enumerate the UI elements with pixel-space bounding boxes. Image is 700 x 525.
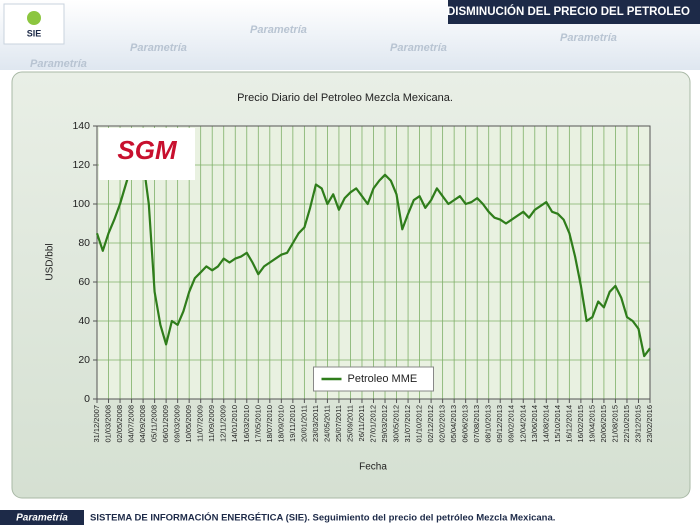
x-tick-label: 16/02/2015 [576, 405, 585, 443]
x-axis-label: Fecha [359, 462, 387, 473]
x-tick-label: 09/12/2013 [495, 405, 504, 443]
sgm-logo: SGM [117, 135, 178, 165]
sgm-logo-box [99, 128, 195, 180]
x-tick-label: 02/02/2013 [438, 405, 447, 443]
x-tick-label: 06/06/2013 [461, 405, 470, 443]
x-tick-label: 04/09/2008 [138, 405, 147, 443]
x-tick-label: 16/12/2014 [564, 405, 573, 443]
x-tick-label: 15/10/2014 [553, 405, 562, 443]
x-tick-label: 14/08/2014 [541, 405, 550, 443]
y-axis-label: USD/bbl [45, 243, 56, 280]
x-tick-label: 23/03/2011 [311, 405, 320, 442]
x-tick-label: 09/03/2009 [173, 405, 182, 443]
y-tick-label: 60 [78, 276, 90, 288]
footer-brand-box [0, 510, 84, 525]
y-tick-label: 140 [72, 120, 90, 132]
chart: Precio Diario del Petroleo Mezcla Mexica… [45, 92, 654, 473]
x-tick-label: 11/09/2009 [207, 405, 216, 442]
x-tick-label: 20/06/2015 [599, 405, 608, 443]
footer-brand: Parametría [16, 513, 68, 524]
x-tick-label: 18/09/2010 [276, 405, 285, 443]
x-tick-label: 18/07/2010 [265, 405, 274, 443]
logo-box [3, 3, 65, 45]
x-tick-label: 24/05/2011 [322, 405, 331, 442]
legend-label: Petroleo MME [348, 373, 418, 385]
y-tick-label: 80 [78, 237, 90, 249]
y-tick-label: 120 [72, 159, 90, 171]
y-tick-label: 100 [72, 198, 90, 210]
plot-border [96, 125, 651, 400]
x-tick-label: 25/09/2011 [345, 405, 354, 442]
x-tick-label: 22/10/2015 [622, 405, 631, 443]
watermark: Parametría [250, 24, 307, 36]
x-tick-label: 02/12/2012 [426, 405, 435, 443]
x-tick-label: 20/01/2011 [299, 405, 308, 442]
x-tick-label: 31/07/2012 [403, 405, 412, 443]
x-tick-label: 05/11/2008 [150, 405, 159, 442]
x-tick-label: 07/08/2013 [472, 405, 481, 443]
x-tick-label: 23/02/2016 [645, 405, 654, 443]
watermarks: Parametría Parametría Parametría Parametría… [30, 24, 617, 70]
y-tick-label: 0 [84, 393, 90, 405]
x-tick-label: 30/05/2012 [392, 405, 401, 443]
logo-icon [27, 11, 41, 25]
x-tick-label: 17/05/2010 [253, 405, 262, 443]
chart-title: Precio Diario del Petroleo Mezcla Mexica… [237, 92, 453, 104]
x-tick-label: 23/12/2015 [633, 405, 642, 443]
x-tick-label: 27/01/2012 [368, 405, 377, 443]
x-tick-label: 19/11/2010 [288, 405, 297, 442]
y-tick-label: 20 [78, 354, 90, 366]
y-tick-label: 40 [78, 315, 90, 327]
x-tick-label: 31/12/2007 [92, 405, 101, 443]
logo-text: SIE [27, 28, 42, 38]
x-tick-label: 14/01/2010 [230, 405, 239, 443]
x-tick-label: 16/03/2010 [242, 405, 251, 443]
x-tick-label: 21/08/2015 [610, 405, 619, 443]
x-tick-label: 02/05/2008 [115, 405, 124, 443]
watermark: Parametría [560, 32, 617, 44]
data-line [95, 154, 651, 358]
x-tick-label: 29/03/2012 [380, 405, 389, 443]
header-title: DISMINUCIÓN DEL PRECIO DEL PETROLEO [447, 5, 690, 18]
x-tick-label: 01/10/2012 [415, 405, 424, 443]
watermark: Parametría [30, 58, 87, 70]
x-tick-label: 25/07/2011 [334, 405, 343, 442]
x-tick-label: 06/01/2009 [161, 405, 170, 443]
watermark: Parametría [130, 42, 187, 54]
watermark: Parametría [390, 42, 447, 54]
x-tick-label: 13/06/2014 [530, 405, 539, 443]
header-bar [448, 0, 700, 24]
x-tick-label: 01/03/2008 [104, 405, 113, 443]
x-tick-label: 09/02/2014 [507, 405, 516, 443]
x-tick-label: 08/10/2013 [484, 405, 493, 443]
footer-text: SISTEMA DE INFORMACIÓN ENERGÉTICA (SIE).… [90, 512, 555, 524]
x-tick-label: 26/11/2011 [357, 405, 366, 441]
x-tick-label: 10/05/2009 [184, 405, 193, 443]
x-tick-label: 19/04/2015 [587, 405, 596, 443]
x-tick-label: 04/07/2008 [127, 405, 136, 443]
x-tick-label: 12/04/2014 [518, 405, 527, 443]
x-tick-label: 12/11/2009 [219, 405, 228, 442]
x-tick-label: 05/04/2013 [449, 405, 458, 443]
x-tick-label: 11/07/2009 [196, 405, 205, 442]
